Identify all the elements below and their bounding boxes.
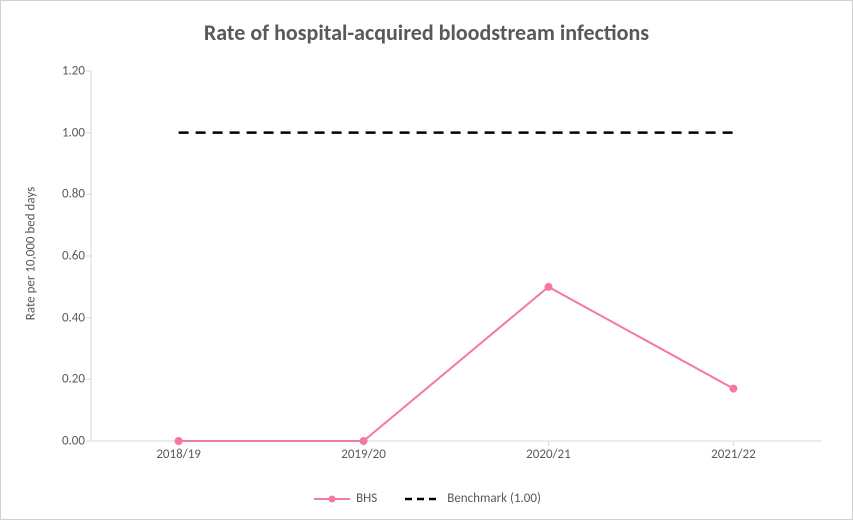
series-marker (545, 283, 552, 290)
series-line (179, 287, 734, 441)
series-marker (175, 438, 182, 445)
y-axis-label: Rate per 10,000 bed days (24, 154, 39, 354)
plot-svg (91, 71, 821, 441)
legend: BHS Benchmark (1.00) (1, 491, 853, 506)
x-tick-label: 2020/21 (526, 447, 571, 462)
legend-label: Benchmark (1.00) (447, 491, 541, 506)
x-tick-label: 2018/19 (156, 447, 201, 462)
plot-area: 0.000.200.400.600.801.001.202018/192019/… (91, 71, 821, 441)
y-tick-label: 0.00 (62, 434, 85, 449)
chart-title: Rate of hospital-acquired bloodstream in… (1, 19, 852, 46)
y-tick-label: 1.20 (62, 64, 85, 79)
x-tick-label: 2021/22 (711, 447, 756, 462)
chart-container: Rate of hospital-acquired bloodstream in… (0, 0, 853, 520)
legend-item: Benchmark (1.00) (405, 491, 541, 506)
y-tick-label: 1.00 (62, 125, 85, 140)
series-marker (360, 438, 367, 445)
y-tick-label: 0.80 (62, 187, 85, 202)
y-tick-label: 0.60 (62, 249, 85, 264)
legend-sample (314, 492, 350, 506)
x-tick-label: 2019/20 (341, 447, 386, 462)
y-tick-label: 0.40 (62, 310, 85, 325)
legend-label: BHS (356, 491, 377, 506)
series-marker (730, 385, 737, 392)
legend-sample (405, 492, 441, 506)
y-tick-label: 0.20 (62, 372, 85, 387)
legend-item: BHS (314, 491, 377, 506)
